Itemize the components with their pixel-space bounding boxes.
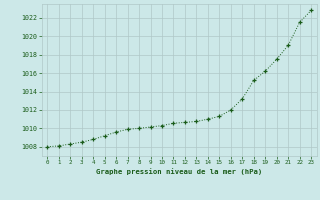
X-axis label: Graphe pression niveau de la mer (hPa): Graphe pression niveau de la mer (hPa) bbox=[96, 168, 262, 175]
